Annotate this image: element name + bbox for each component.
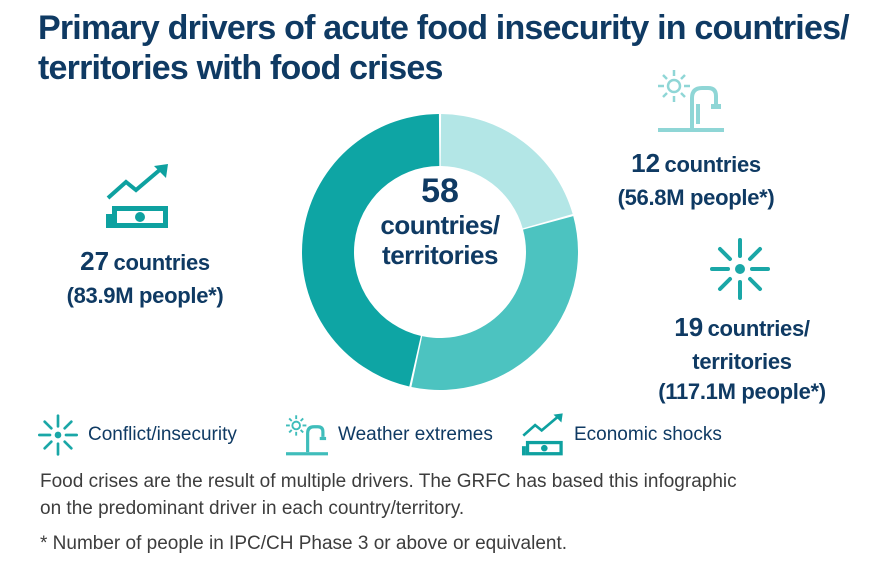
money-trend-up-icon [106,164,168,228]
conflict-burst-icon [710,238,770,300]
chart-title-line-2: territories with food crises [38,49,443,87]
chart-legend: Conflict/insecurity Weather extremes Eco [36,410,856,460]
weather-people: (56.8M people*) [617,185,775,210]
legend-item-weather: Weather extremes [284,410,493,460]
callout-weather-extremes: 12 countries (56.8M people*) [598,148,794,213]
weather-count: 12 [631,148,661,178]
conflict-burst-icon [37,414,78,456]
callout-conflict-insecurity: 19 countries/ territories (117.1M people… [640,312,844,407]
sun-and-tap-icon [286,415,328,456]
conflict-count: 19 [674,312,704,342]
footnote-line-1: Food crises are the result of multiple d… [40,471,737,492]
economic-people: (83.9M people*) [66,283,224,308]
sun-and-tap-icon [658,70,724,132]
donut-chart [301,114,578,390]
money-trend-up-icon [521,413,563,456]
donut-slice-conflict-insecurity [411,216,578,390]
legend-label-weather: Weather extremes [338,424,493,445]
legend-item-economic: Economic shocks [520,410,722,460]
total-count: 58 [421,172,459,210]
donut-center-label: 58 countries/ territories [350,172,530,270]
donut-slice-weather-extremes [440,114,573,229]
donut-slice-economic-shocks [301,114,440,387]
total-label-line-1: countries/ [380,210,500,240]
chart-title: Primary drivers of acute food insecurity… [38,8,858,88]
weather-unit: countries [664,152,762,177]
economic-count: 27 [80,246,110,276]
economic-unit: countries [113,250,211,275]
legend-label-economic: Economic shocks [574,424,722,445]
footnote: Food crises are the result of multiple d… [40,468,880,557]
legend-item-conflict: Conflict/insecurity [36,410,237,460]
chart-title-line-1: Primary drivers of acute food insecurity… [38,9,850,47]
legend-label-conflict: Conflict/insecurity [88,424,237,445]
footnote-line-2: on the predominant driver in each countr… [40,498,465,519]
callout-economic-shocks: 27 countries (83.9M people*) [40,246,250,311]
footnote-asterisk: * Number of people in IPC/CH Phase 3 or … [40,533,568,554]
conflict-unit-line-1: countries/ [707,316,810,341]
conflict-unit-line-2: territories [692,349,792,374]
conflict-people: (117.1M people*) [658,379,826,404]
total-label-line-2: territories [382,240,498,270]
